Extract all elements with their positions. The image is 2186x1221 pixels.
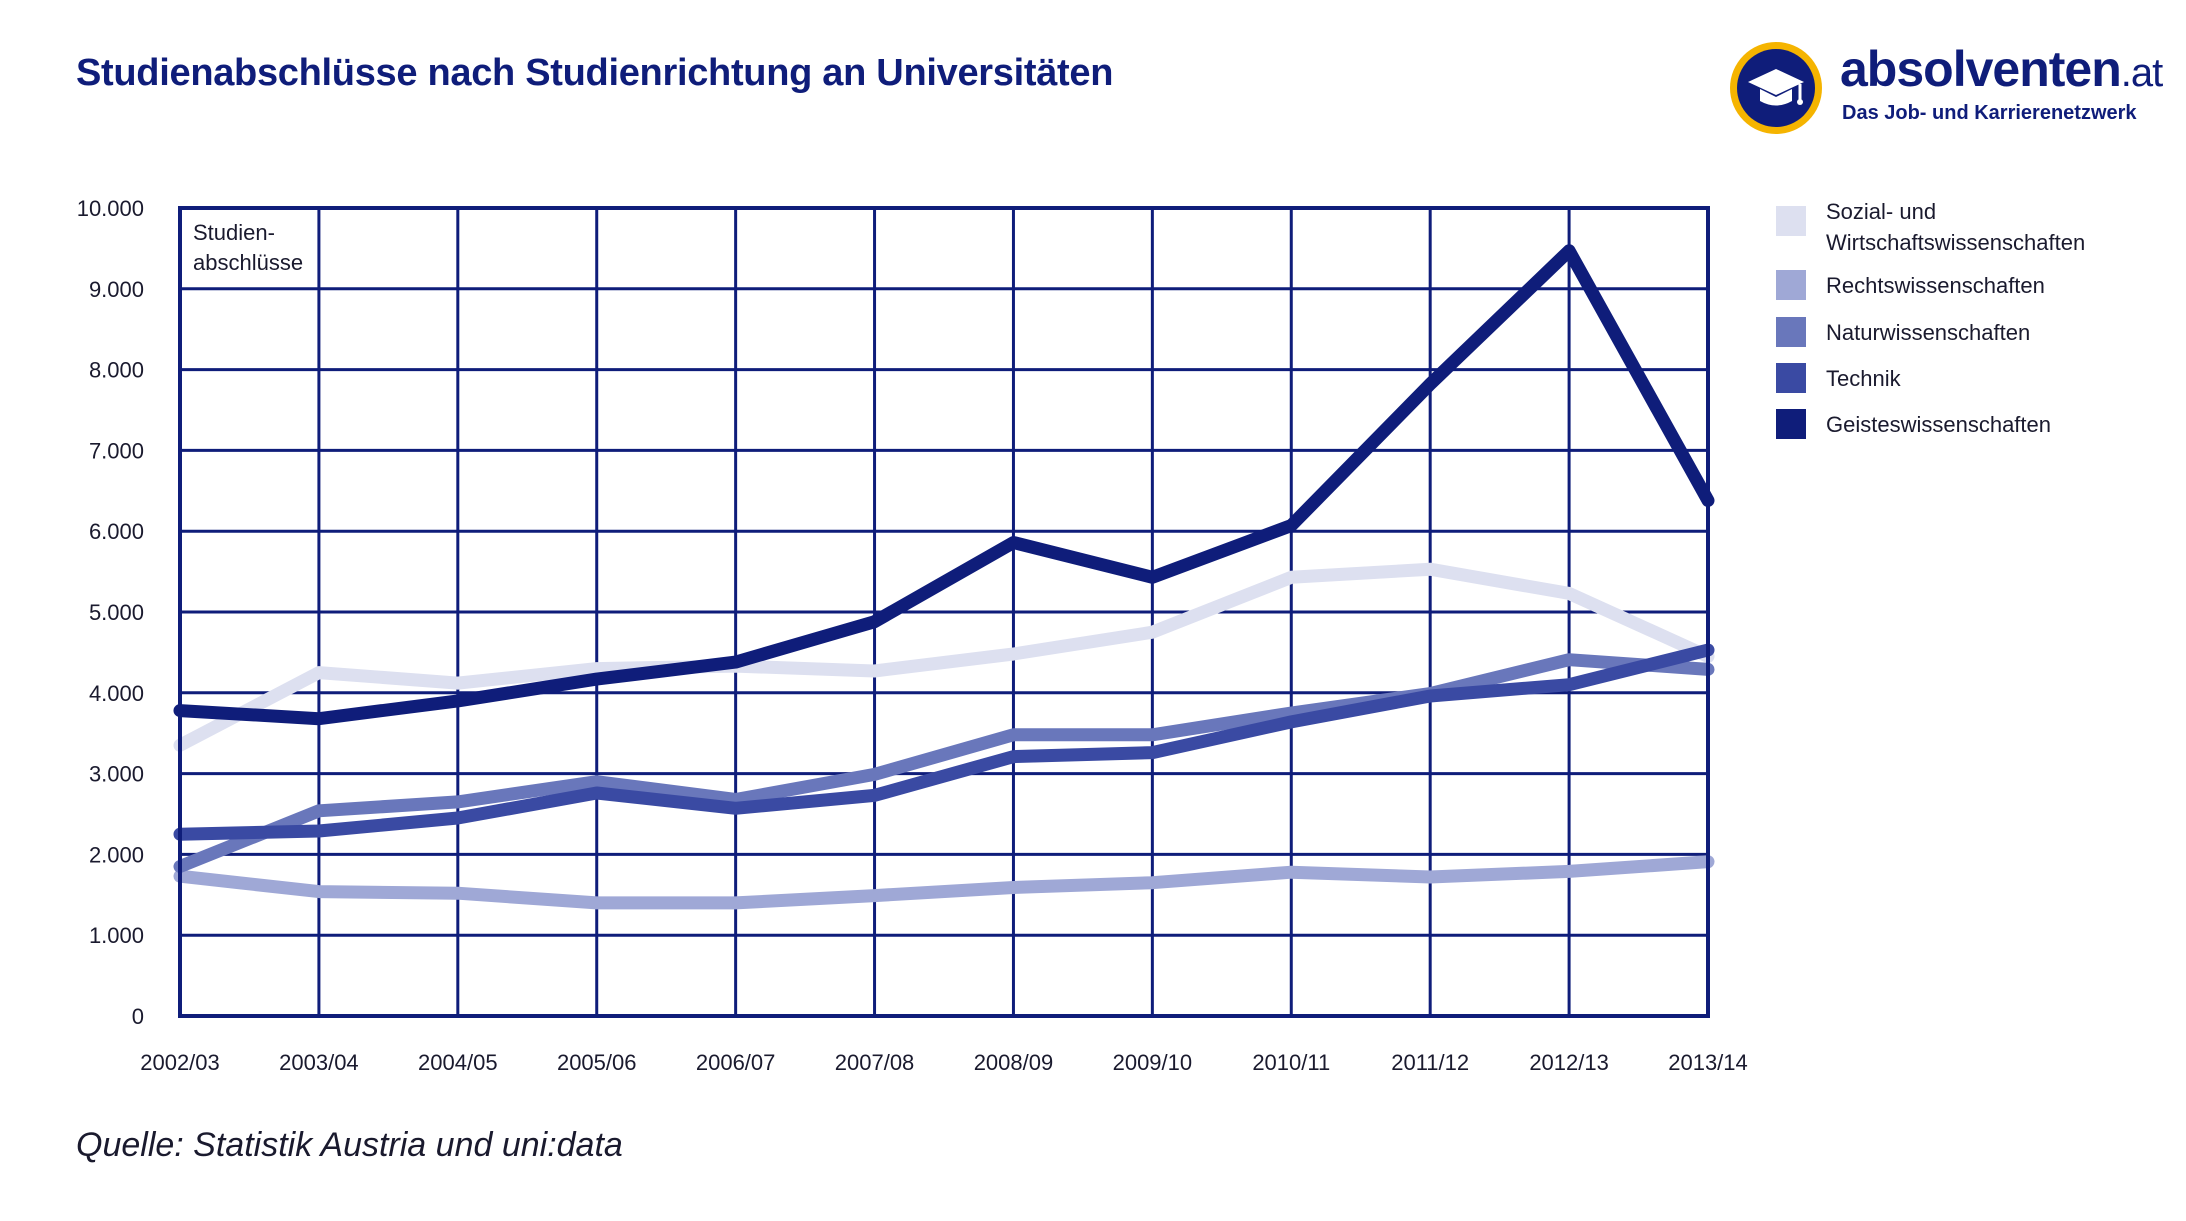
series-layer [173,244,1715,910]
legend-label: Rechtswissenschaften [1826,270,2045,301]
y-tick-label: 0 [132,1004,144,1029]
series-line [173,855,1715,910]
legend-label-line: Wirtschaftswissenschaften [1826,230,2086,255]
chart-title: Studienabschlüsse nach Studienrichtung a… [76,52,1114,94]
legend-label-line: Geisteswissenschaften [1826,412,2051,437]
y-tick-label: 2.000 [89,842,144,867]
series-line [173,244,1715,726]
legend-label-line: Sozial- und [1826,199,1937,224]
legend-label-line: Rechtswissenschaften [1826,273,2045,298]
legend-swatch [1776,317,1806,347]
x-tick-label: 2008/09 [974,1050,1054,1075]
legend-label-line: Technik [1826,366,1901,391]
frame-layer [178,206,1710,1018]
logo-tagline: Das Job- und Karrierenetzwerk [1842,102,2137,124]
plot-frame [178,206,1710,1018]
legend-swatch [1776,270,1806,300]
legend-label: Sozial- und Wirtschaftswissenschaften [1826,196,2085,258]
x-tick-label: 2011/12 [1391,1050,1469,1075]
y-tick-label: 9.000 [89,277,144,302]
legend-item: Naturwissenschaften [1776,317,2030,348]
source-note: Quelle: Statistik Austria und uni:data [76,1126,623,1164]
y-tick-label: 5.000 [89,600,144,625]
y-axis-title: Studien- [193,220,275,245]
legend-item: Geisteswissenschaften [1776,409,2051,440]
x-tick-label: 2012/13 [1529,1050,1609,1075]
logo-tld: .at [2120,51,2163,95]
y-tick-label: 4.000 [89,681,144,706]
x-tick-label: 2006/07 [696,1050,776,1075]
legend-label: Technik [1826,363,1901,394]
x-tick-label: 2005/06 [557,1050,637,1075]
legend-swatch [1776,363,1806,393]
absolventen-logo[interactable]: absolventen.at Das Job- und Karrierenetz… [1726,38,2166,138]
x-tick-label: 2002/03 [140,1050,220,1075]
legend-label-line: Naturwissenschaften [1826,320,2031,345]
y-tick-label: 7.000 [89,438,144,463]
x-tick-label: 2007/08 [835,1050,915,1075]
x-tick-label: 2003/04 [279,1050,359,1075]
series-line [173,562,1715,752]
x-tick-label: 2013/14 [1668,1050,1748,1075]
y-tick-label: 10.000 [77,196,144,221]
legend-label: Geisteswissenschaften [1826,409,2051,440]
y-axis-title-bg [184,212,312,284]
legend-item: Technik [1776,363,1901,394]
y-tick-label: 3.000 [89,762,144,787]
label-layer: 0 1.000 2.000 3.000 4.000 5.000 6.000 7.000 8.00… [77,196,1748,1075]
logo-brand: absolventen [1840,41,2122,97]
legend-item: Sozial- und Wirtschaftswissenschaften [1776,196,2085,258]
y-tick-label: 8.000 [89,358,144,383]
series-line [173,643,1715,841]
legend-swatch [1776,206,1806,236]
x-tick-label: 2010/11 [1252,1050,1330,1075]
y-tick-label: 1.000 [89,923,144,948]
legend-swatch [1776,409,1806,439]
x-tick-label: 2004/05 [418,1050,498,1075]
y-tick-label: 6.000 [89,519,144,544]
y-axis-title: abschlüsse [193,250,303,275]
legend-label: Naturwissenschaften [1826,317,2030,348]
graduation-cap-icon [1730,42,1822,134]
x-tick-label: 2009/10 [1113,1050,1193,1075]
logo-wordmark: absolventen.at [1840,40,2163,98]
legend-item: Rechtswissenschaften [1776,270,2045,301]
